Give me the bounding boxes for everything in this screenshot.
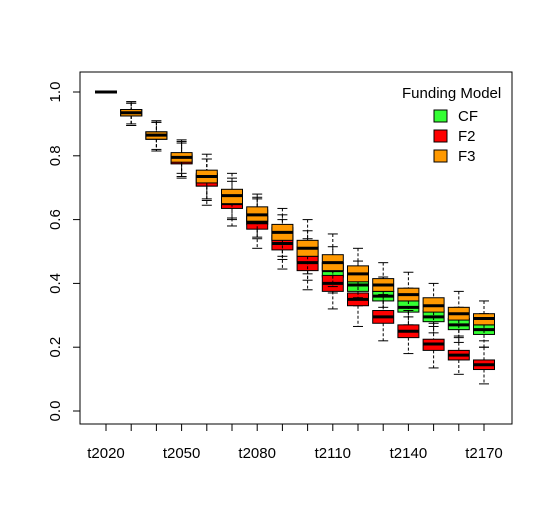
x-axis: t2020 t2050 t2080 t2110 t2140 t2170	[87, 424, 503, 462]
legend-label-cf: CF	[458, 108, 478, 125]
y-tick-label: 0.0	[47, 401, 64, 422]
box-f2-t2140	[397, 310, 420, 355]
x-tick-label: t2080	[238, 445, 276, 462]
box-f3-t2170	[473, 300, 495, 342]
box-f3-t2140	[397, 271, 420, 318]
legend: Funding Model CF F2 F3	[402, 85, 501, 165]
y-tick-label: 0.6	[47, 209, 64, 230]
box-f2-t2170	[473, 346, 495, 385]
legend-label-f3: F3	[458, 148, 476, 165]
x-tick-label: t2140	[390, 445, 428, 462]
box-f3-t2030	[120, 101, 143, 125]
box-f3-t2150	[422, 282, 445, 327]
plot-frame	[79, 71, 513, 425]
series-f3	[95, 90, 495, 342]
y-tick-label: 1.0	[47, 82, 64, 103]
x-tick-label: t2170	[465, 445, 503, 462]
box-f2-t2150	[422, 322, 445, 369]
legend-entries: CF F2 F3	[433, 108, 478, 165]
y-tick-label: 0.8	[47, 145, 64, 166]
legend-swatch-f2	[433, 129, 448, 143]
box-f3-t2080	[246, 193, 269, 238]
box-f3-t2100	[296, 219, 319, 275]
x-tick-label: t2050	[163, 445, 201, 462]
box-f3-t2050	[170, 139, 193, 174]
box-f3-t2130	[372, 262, 395, 308]
box-f3-t2160	[447, 290, 470, 337]
y-tick-label: 0.4	[47, 273, 64, 294]
box-f2-t2160	[447, 337, 470, 375]
legend-swatch-f3	[433, 149, 448, 163]
y-tick-label: 0.2	[47, 337, 64, 358]
legend-title: Funding Model	[402, 85, 501, 102]
box-f3-t2060	[195, 153, 218, 200]
box-f3-t2090	[271, 207, 294, 257]
box-f3-t2110	[321, 233, 344, 288]
legend-label-f2: F2	[458, 128, 476, 145]
x-tick-label: t2110	[315, 445, 351, 462]
box-series-group	[95, 90, 495, 385]
box-f3-t2120	[347, 247, 369, 299]
x-tick-label: t2020	[87, 445, 125, 462]
box-f3-t2040	[145, 120, 168, 150]
y-axis: 0.0 0.2 0.4 0.6 0.8 1.0	[47, 82, 81, 422]
box-f2-t2130	[372, 294, 395, 342]
legend-swatch-cf	[433, 109, 448, 123]
box-f3-t2070	[221, 172, 243, 219]
